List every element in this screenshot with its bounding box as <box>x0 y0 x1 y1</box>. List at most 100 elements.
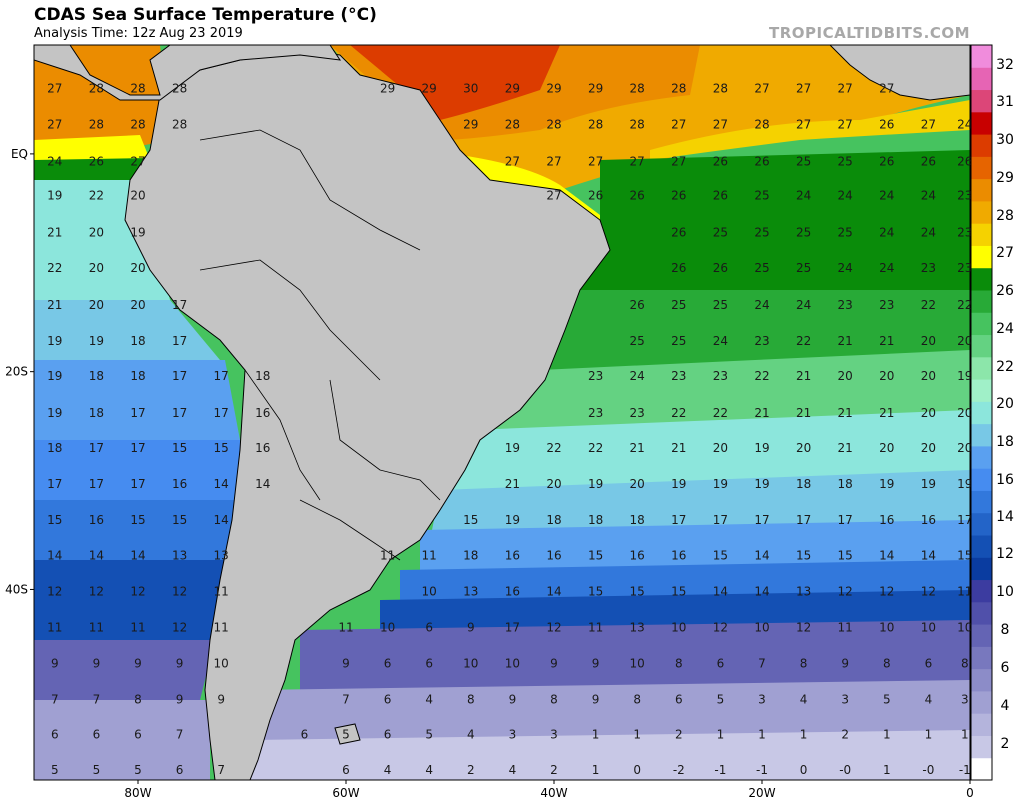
sst-value: 16 <box>546 549 561 563</box>
sst-value: 15 <box>796 549 811 563</box>
pac-blue2 <box>34 500 235 560</box>
sst-value: 27 <box>796 117 811 131</box>
sst-value: 8 <box>633 692 641 706</box>
sst-value: 1 <box>633 727 641 741</box>
sst-value: 9 <box>134 656 142 670</box>
sst-value: 20 <box>957 334 972 348</box>
sst-value: 25 <box>796 225 811 239</box>
sst-value: 19 <box>47 188 62 202</box>
sst-value: 9 <box>592 692 600 706</box>
colorbar-segment <box>971 735 992 759</box>
sst-value: 21 <box>796 406 811 420</box>
colorbar-segment <box>971 624 992 647</box>
sst-value: 12 <box>172 621 187 635</box>
sst-value: 23 <box>957 225 972 239</box>
sst-value: 17 <box>214 406 229 420</box>
colorbar-segment <box>971 713 992 736</box>
sst-value: 26 <box>957 155 972 169</box>
sst-value: 1 <box>592 763 600 777</box>
sst-value: 29 <box>505 82 520 96</box>
sst-value: 23 <box>754 334 769 348</box>
sst-value: -2 <box>673 763 685 777</box>
colorbar-segment <box>971 757 992 781</box>
sst-value: -1 <box>756 763 768 777</box>
sst-value: 27 <box>630 155 645 169</box>
sst-value: 24 <box>630 369 645 383</box>
sst-value: 4 <box>925 692 933 706</box>
sst-value: 17 <box>214 369 229 383</box>
sst-value: 19 <box>505 513 520 527</box>
sst-value: 23 <box>588 369 603 383</box>
sst-value: 17 <box>172 298 187 312</box>
sst-value: 6 <box>384 727 392 741</box>
sst-value: 13 <box>463 585 478 599</box>
sst-value: 23 <box>713 369 728 383</box>
lat-label: EQ <box>11 147 28 161</box>
sst-value: 2 <box>467 763 475 777</box>
sst-value: 11 <box>838 621 853 635</box>
sst-value: 29 <box>422 82 437 96</box>
sst-value: 18 <box>255 369 270 383</box>
sst-value: 24 <box>796 298 811 312</box>
sst-value: 24 <box>754 298 769 312</box>
sst-value: 0 <box>633 763 641 777</box>
sst-value: 20 <box>921 369 936 383</box>
sst-value: 9 <box>176 692 184 706</box>
sst-value: 19 <box>671 477 686 491</box>
sst-value: 19 <box>879 477 894 491</box>
sst-value: 3 <box>961 692 969 706</box>
sst-value: 15 <box>214 441 229 455</box>
sst-value: 24 <box>796 188 811 202</box>
sst-value: 10 <box>214 656 229 670</box>
sst-value: 18 <box>546 513 561 527</box>
sst-value: 9 <box>217 692 225 706</box>
colorbar-label: 20 <box>996 396 1014 412</box>
sst-value: 20 <box>921 334 936 348</box>
sst-value: 27 <box>47 82 62 96</box>
sst-value: 15 <box>463 513 478 527</box>
sst-value: 12 <box>879 585 894 599</box>
sst-value: 14 <box>754 585 769 599</box>
sst-value: 23 <box>879 298 894 312</box>
sst-value: 20 <box>89 225 104 239</box>
sst-value: 6 <box>301 727 309 741</box>
lon-label: 80W <box>124 786 151 800</box>
sst-value: 16 <box>630 549 645 563</box>
sst-value: 28 <box>671 82 686 96</box>
sst-value: 10 <box>957 621 972 635</box>
sst-value: 5 <box>717 692 725 706</box>
colorbar-label: 16 <box>996 472 1014 488</box>
sst-value: 17 <box>89 441 104 455</box>
colorbar-label: 12 <box>996 546 1014 562</box>
sst-value: 18 <box>47 441 62 455</box>
sst-value: 19 <box>588 477 603 491</box>
central-america-land <box>34 45 342 101</box>
sst-value: 21 <box>838 334 853 348</box>
colorbar-label: 27 <box>996 245 1014 261</box>
sst-value: 11 <box>422 549 437 563</box>
sst-value: 16 <box>255 441 270 455</box>
sst-value: 22 <box>89 188 104 202</box>
colorbar-segment <box>971 223 992 246</box>
pacific-yellow <box>34 135 150 165</box>
lon-label: 20W <box>748 786 775 800</box>
sst-value: 28 <box>505 117 520 131</box>
sst-value: 6 <box>675 692 683 706</box>
longitude-axis: 80W 60W 40W 20W 0 <box>124 780 974 800</box>
sst-value: 14 <box>214 513 229 527</box>
sst-value: 23 <box>921 261 936 275</box>
south-america-land <box>124 49 611 780</box>
sst-value: 29 <box>546 82 561 96</box>
sst-value: 21 <box>838 441 853 455</box>
sst-value: 22 <box>588 441 603 455</box>
sst-value: 6 <box>384 692 392 706</box>
colorbar-segment <box>971 134 992 157</box>
sst-value: 16 <box>255 406 270 420</box>
sst-value: 24 <box>921 225 936 239</box>
sst-value: 21 <box>630 441 645 455</box>
sst-value: 27 <box>796 82 811 96</box>
sst-value: 26 <box>879 155 894 169</box>
sst-value: 18 <box>130 334 145 348</box>
sst-value: 21 <box>879 334 894 348</box>
sst-value: 20 <box>921 441 936 455</box>
